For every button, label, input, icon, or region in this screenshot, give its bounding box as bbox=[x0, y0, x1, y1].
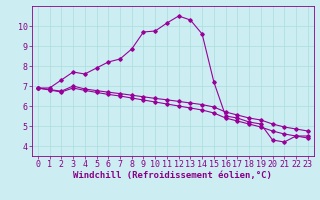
X-axis label: Windchill (Refroidissement éolien,°C): Windchill (Refroidissement éolien,°C) bbox=[73, 171, 272, 180]
